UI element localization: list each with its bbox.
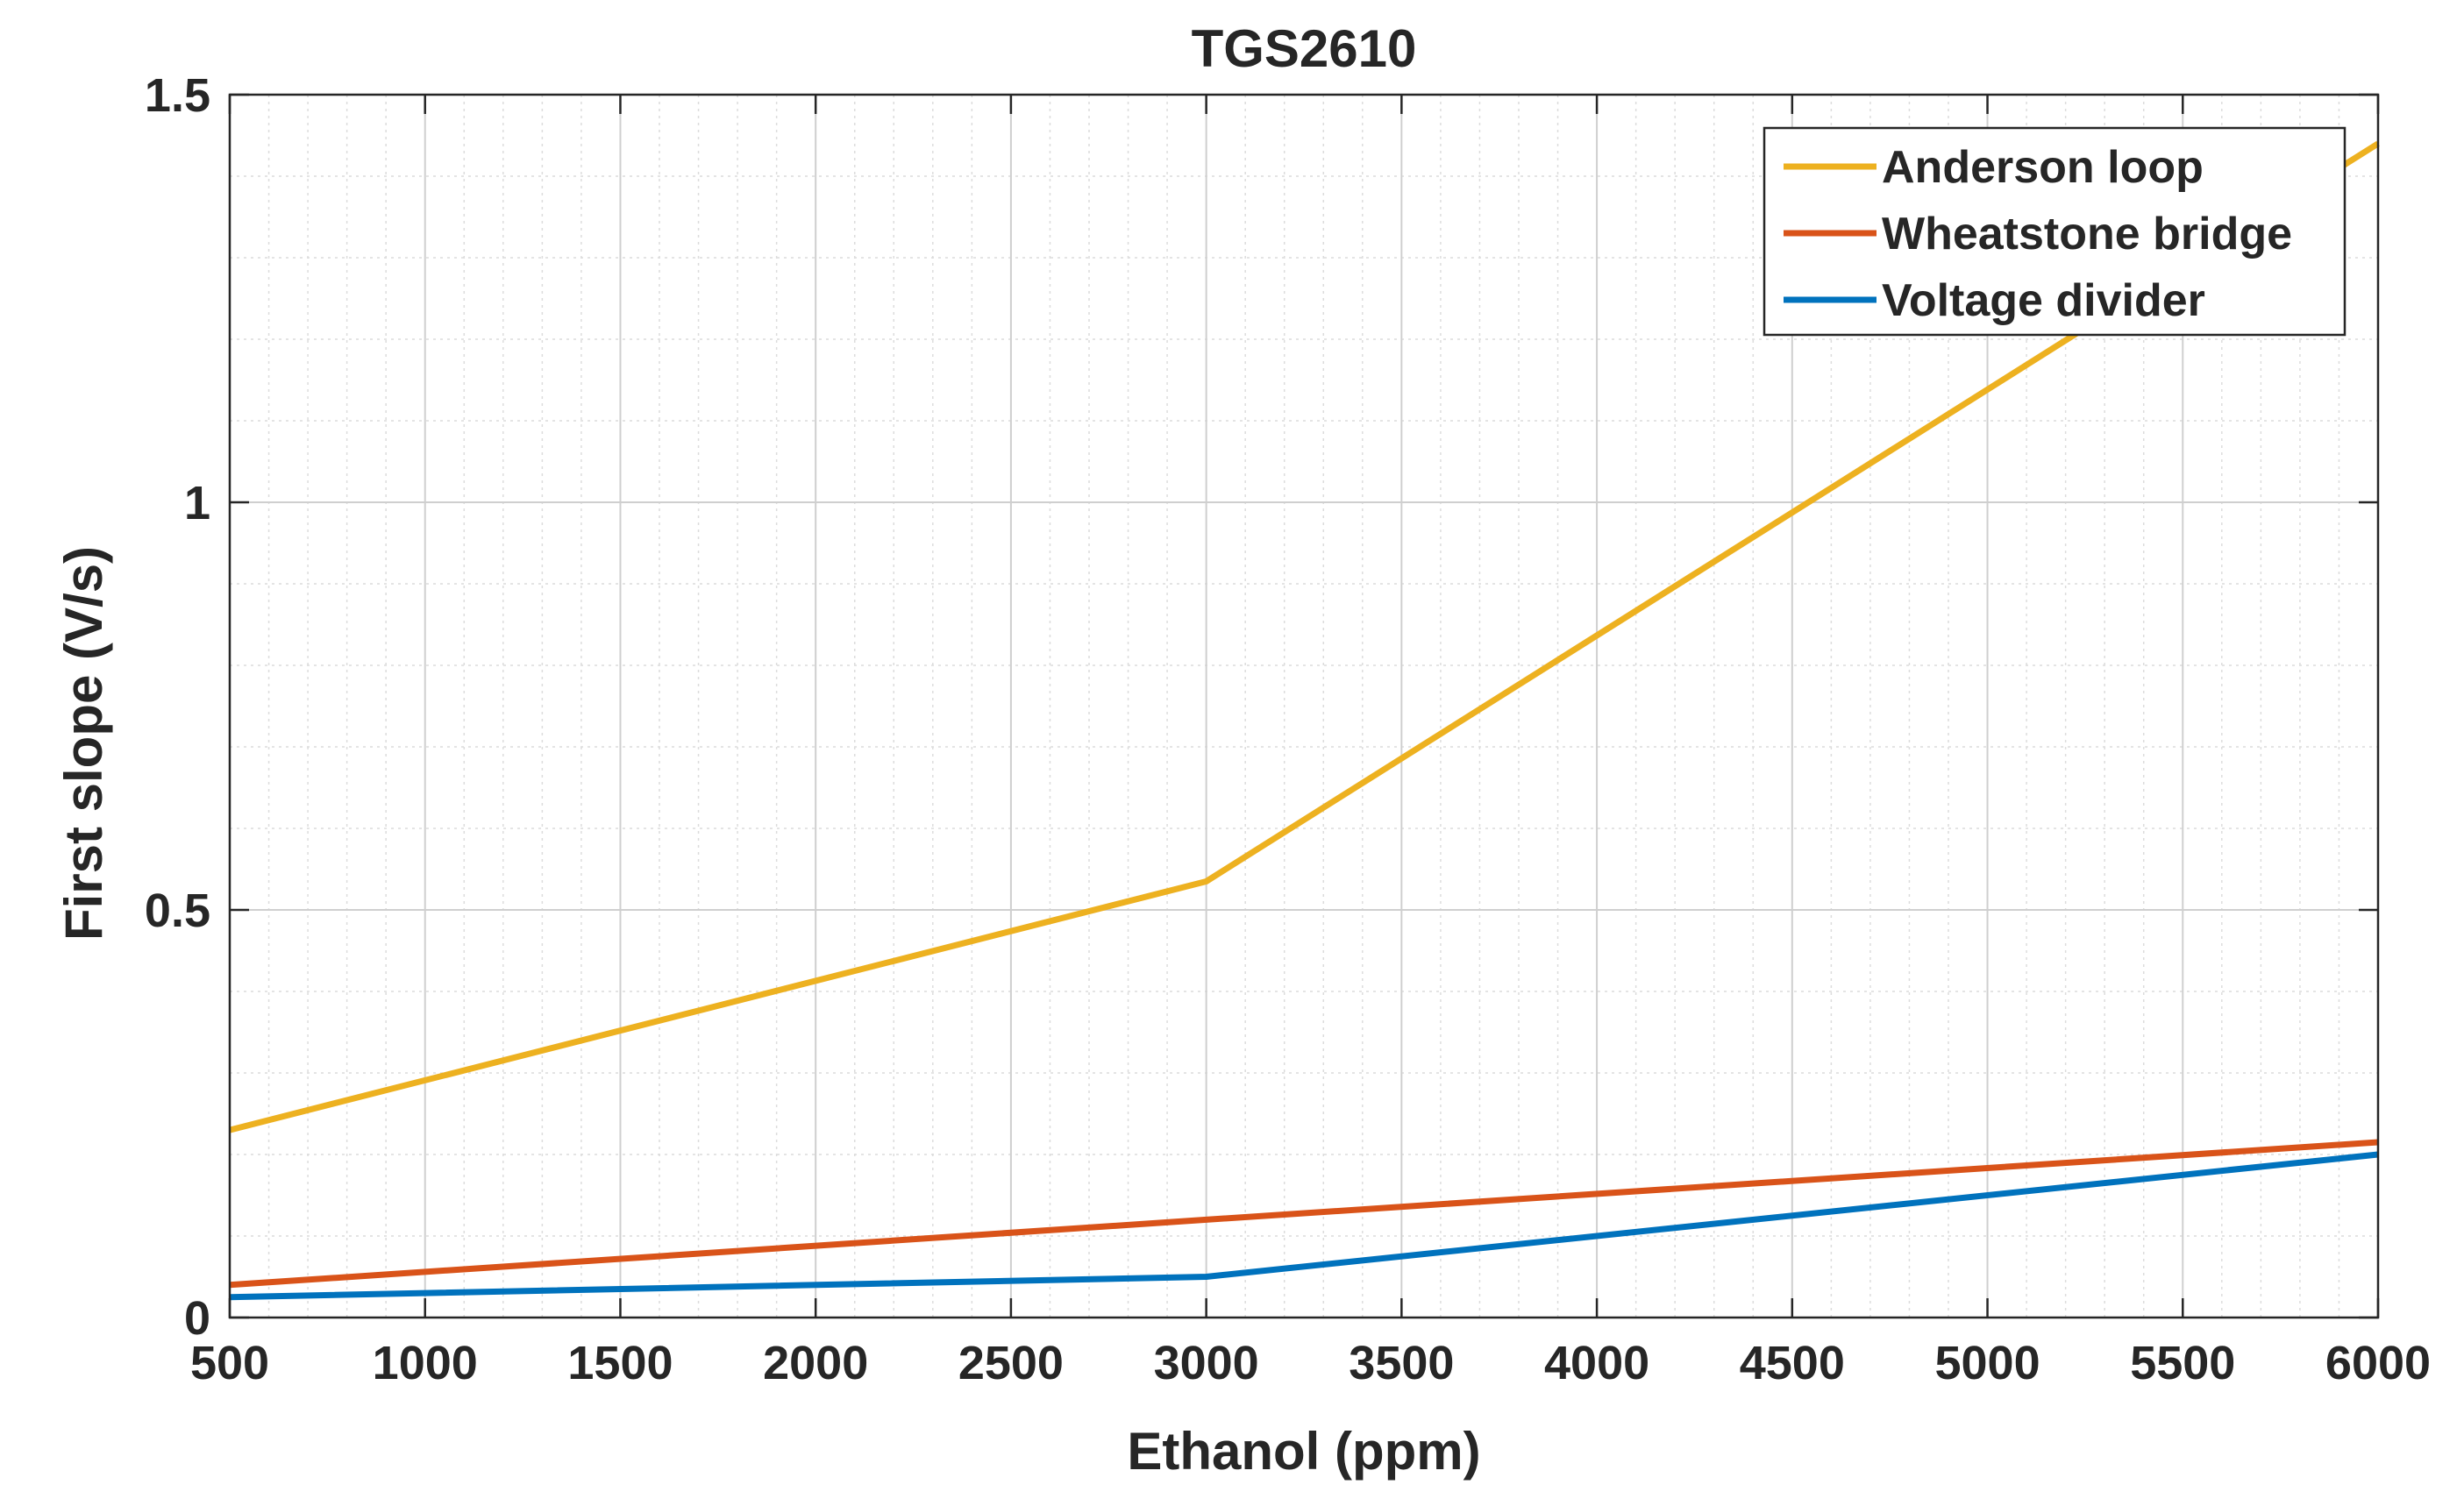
x-tick-label: 5500: [2130, 1337, 2235, 1389]
series-line-voltage-divider: [229, 1151, 2379, 1301]
legend-entry: Wheatstone bridge: [1882, 209, 2292, 259]
x-tick-label: 5000: [1934, 1337, 2040, 1389]
y-tick-label: 0.5: [145, 884, 210, 937]
axes-box: [228, 93, 2380, 1319]
x-tick-label: 2500: [958, 1337, 1064, 1389]
x-tick-label: 500: [190, 1337, 269, 1389]
x-tick-label: 2000: [763, 1337, 868, 1389]
x-tick-label: 4500: [1740, 1337, 1845, 1389]
y-axis-label: First slope (V/s): [54, 546, 113, 941]
series-line-wheatstone-bridge: [229, 1139, 2379, 1289]
x-tick-label: 3500: [1349, 1337, 1454, 1389]
y-tick-label: 1: [184, 477, 210, 529]
x-tick-label: 4000: [1544, 1337, 1649, 1389]
x-tick-label: 6000: [2325, 1337, 2431, 1389]
x-tick-label: 1500: [567, 1337, 673, 1389]
chart-title: TGS2610: [1192, 19, 1417, 78]
y-tick-label: 1.5: [145, 69, 210, 122]
x-tick-label: 3000: [1154, 1337, 1259, 1389]
y-tick-label: 0: [184, 1292, 210, 1345]
series-line-anderson-loop: [229, 140, 2380, 1133]
x-tick-label: 1000: [373, 1337, 478, 1389]
legend: Anderson loop Wheatstone bridge Voltage di…: [1763, 126, 2346, 337]
legend-entry: Anderson loop: [1882, 142, 2204, 193]
legend-entry: Voltage divider: [1882, 275, 2205, 326]
x-axis-label: Ethanol (ppm): [1127, 1422, 1480, 1481]
